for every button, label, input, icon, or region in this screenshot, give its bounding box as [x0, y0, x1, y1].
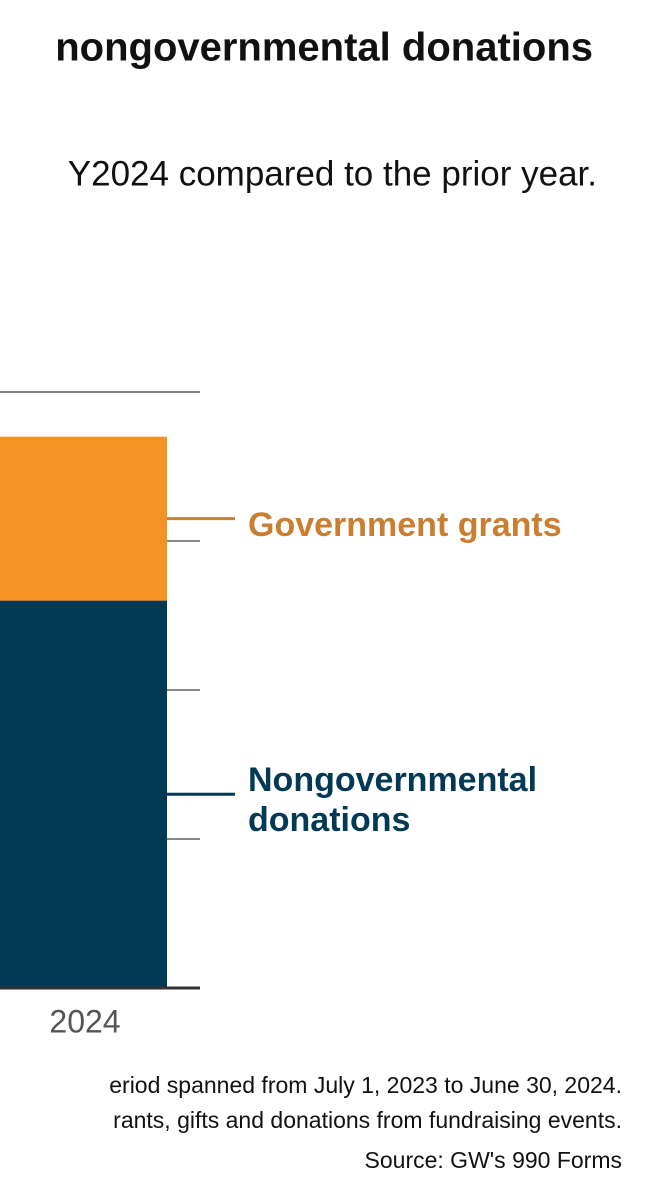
source: Source: GW's 990 Forms — [365, 1147, 622, 1173]
chart-subtitle: Y2024 compared to the prior year. — [68, 154, 597, 193]
chart-title: nongovernmental donations — [55, 26, 593, 70]
bar-segment — [0, 600, 167, 988]
x-tick-label: 2024 — [49, 1003, 120, 1039]
bar-segment — [0, 436, 167, 601]
legend-label: Government grants — [248, 505, 562, 544]
note: rants, gifts and donations from fundrais… — [113, 1107, 622, 1133]
note: eriod spanned from July 1, 2023 to June … — [109, 1072, 622, 1098]
legend-label: Nongovernmental donations — [248, 761, 538, 840]
